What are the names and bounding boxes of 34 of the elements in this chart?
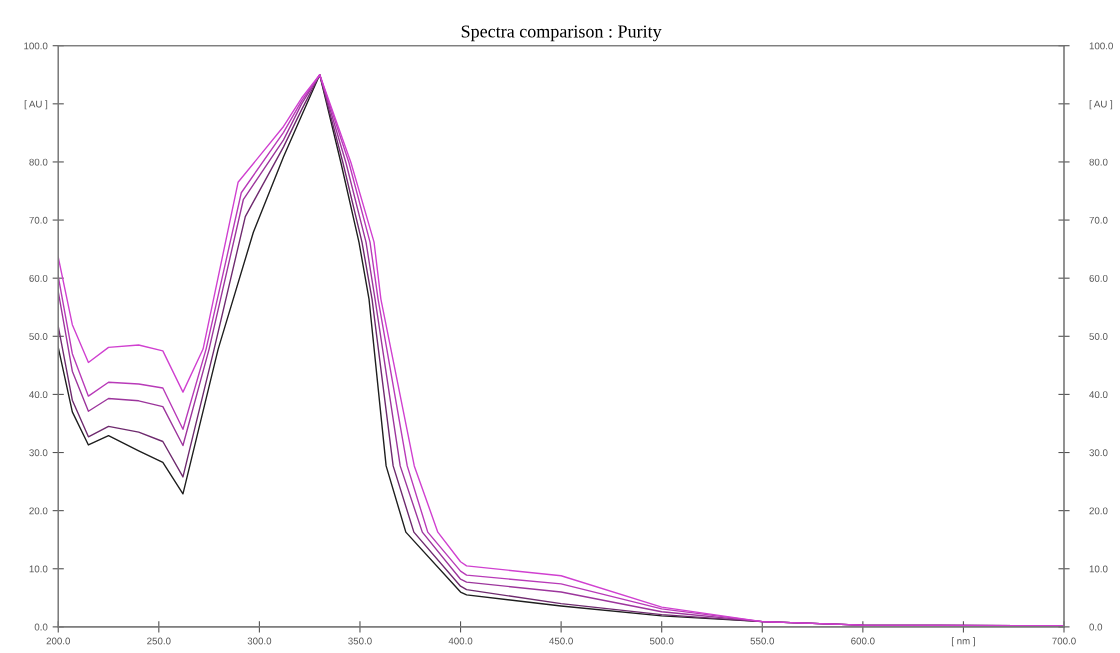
chart-title: Spectra comparison : Purity [461, 25, 662, 42]
x-tick-label: 200.0 [46, 637, 71, 645]
y-tick-label: 10.0 [29, 565, 48, 573]
x-tick-label: 350.0 [348, 637, 372, 645]
x-tick-label: 500.0 [649, 637, 674, 645]
x-tick-label: 600.0 [851, 637, 875, 645]
x-tick-label: 450.0 [549, 637, 573, 645]
y2-tick-label: 10.0 [1089, 565, 1108, 573]
y2-tick-label: 0.0 [1089, 623, 1103, 631]
x-tick-label: [ nm ] [951, 637, 975, 647]
y2-tick-label: 20.0 [1089, 507, 1108, 515]
y2-tick-label: 30.0 [1089, 449, 1108, 457]
x-tick-label: 400.0 [448, 637, 473, 645]
y-tick-label: 40.0 [29, 391, 48, 399]
x-tick-label: 700.0 [1052, 637, 1076, 645]
y2-tick-label: 60.0 [1089, 274, 1108, 282]
y-tick-label: 80.0 [29, 158, 48, 166]
y2-tick-label: [ AU ] [1089, 100, 1113, 110]
y-tick-label: 100.0 [24, 42, 48, 50]
x-tick-label: 550.0 [750, 637, 775, 645]
y2-tick-label: 50.0 [1089, 333, 1108, 340]
y-tick-label: 70.0 [29, 216, 48, 224]
y2-tick-label: 40.0 [1089, 391, 1108, 399]
y2-tick-label: 80.0 [1089, 158, 1108, 166]
y-tick-label: 0.0 [34, 623, 48, 631]
x-tick-label: 300.0 [247, 637, 272, 645]
y-tick-label: 50.0 [29, 333, 48, 340]
x-tick-label: 250.0 [147, 637, 171, 645]
y-tick-label: 60.0 [29, 274, 48, 282]
y-tick-label: 20.0 [29, 507, 48, 515]
y2-tick-label: 100.0 [1089, 42, 1113, 50]
y-tick-label: [ AU ] [24, 100, 48, 110]
y2-tick-label: 70.0 [1089, 216, 1108, 224]
y-tick-label: 30.0 [29, 449, 48, 457]
